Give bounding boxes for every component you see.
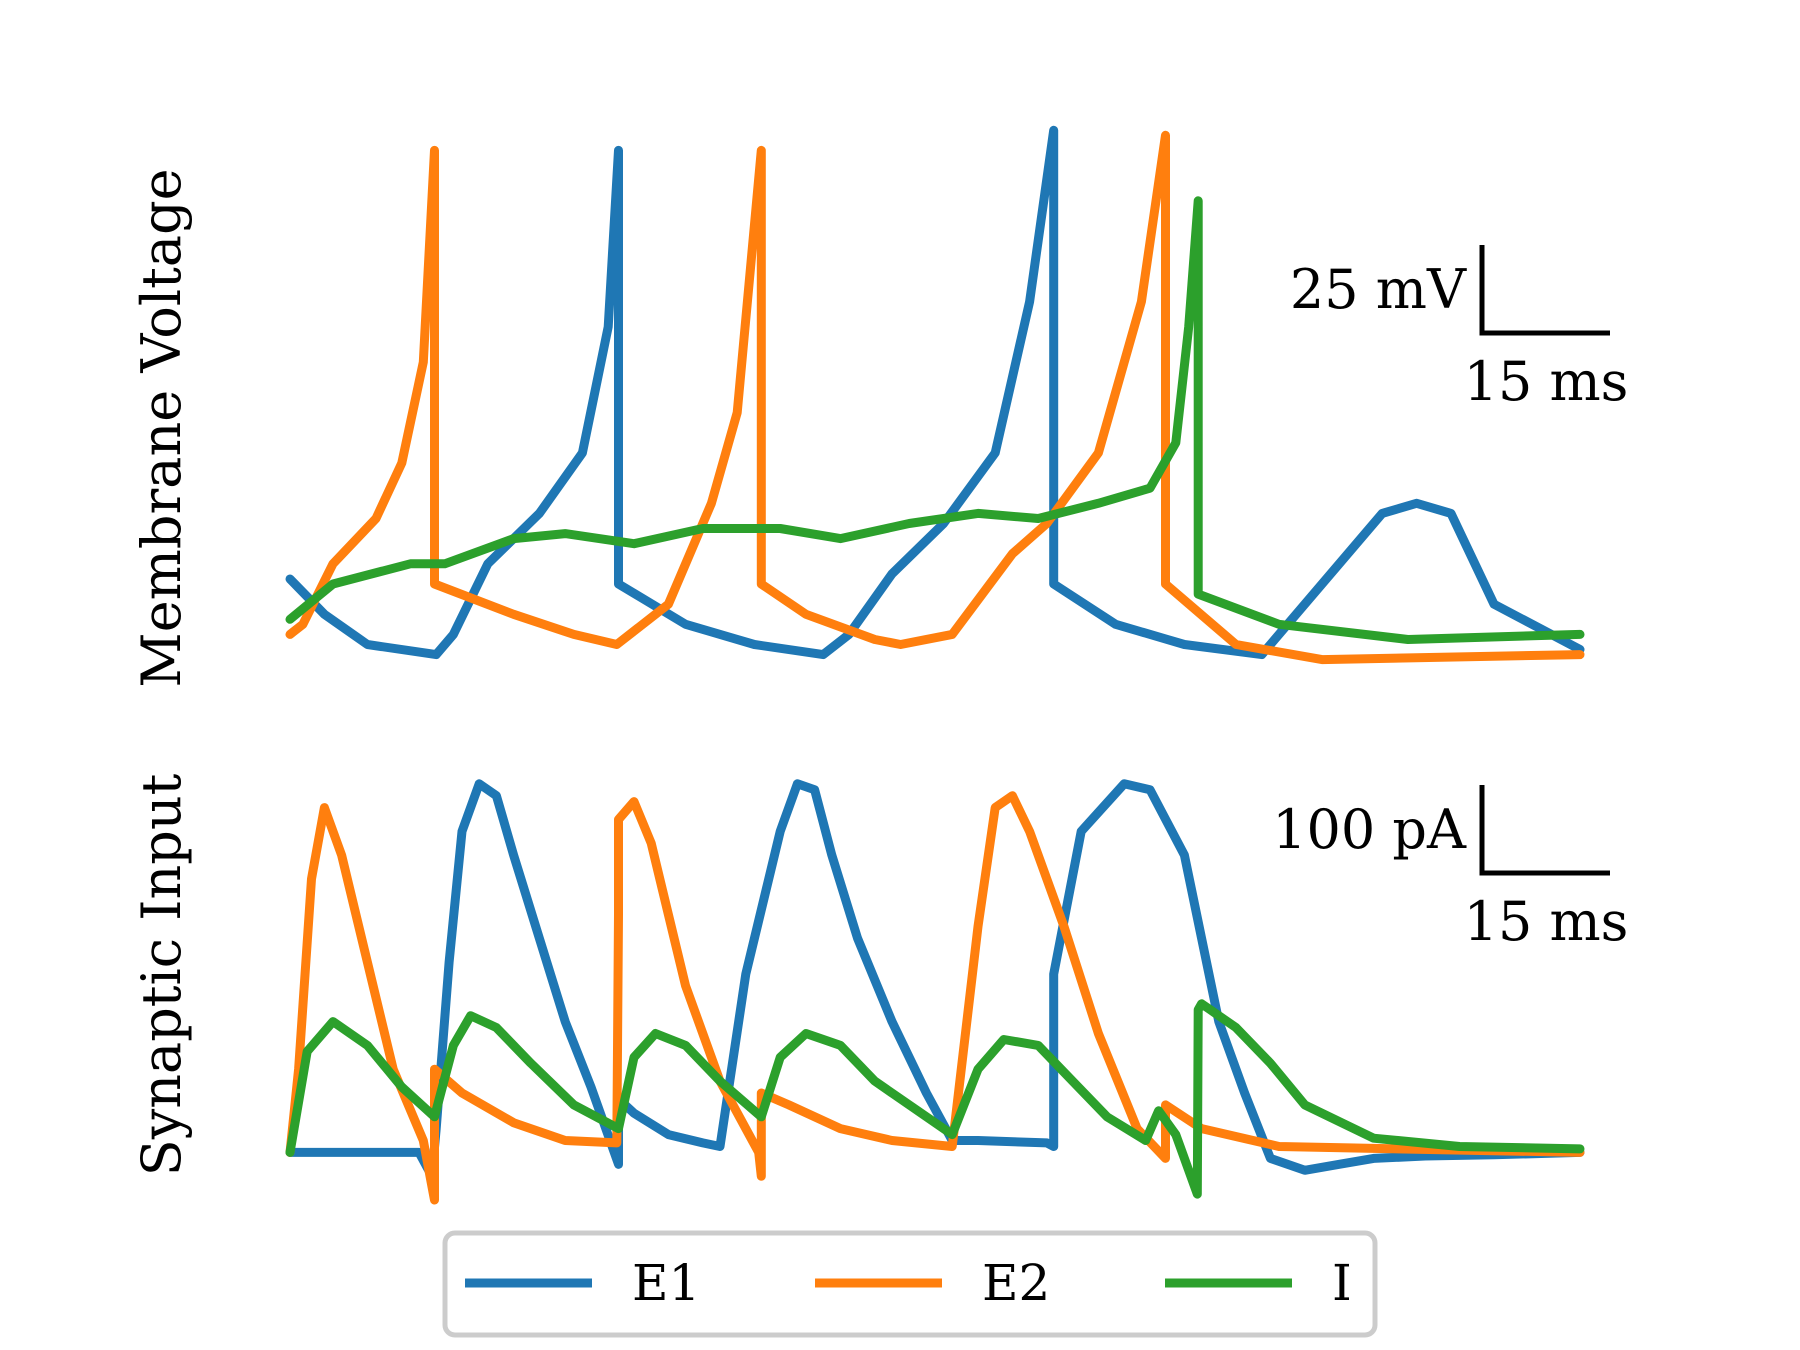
synaptic-input-panel: Synaptic Input 100 pA 15 ms	[130, 773, 1628, 1205]
current-scale-y-label: 100 pA	[1272, 798, 1467, 861]
current-scale-x-label: 15 ms	[1464, 890, 1629, 953]
legend-item-i: I	[1165, 1254, 1352, 1312]
voltage-scale-bar-lines	[1479, 245, 1610, 336]
top-trace-e2	[285, 130, 1585, 665]
membrane-voltage-ylabel: Membrane Voltage	[130, 168, 193, 687]
bottom-trace-i	[285, 999, 1585, 1199]
voltage-scale-y-label: 25 mV	[1290, 258, 1467, 321]
membrane-voltage-traces	[285, 125, 1585, 665]
voltage-scale-x-label: 15 ms	[1464, 350, 1629, 413]
synaptic-input-traces	[285, 779, 1585, 1205]
bottom-trace-e2	[285, 791, 1585, 1205]
legend-label-e2: E2	[982, 1254, 1050, 1312]
voltage-scale-bar: 25 mV 15 ms	[1290, 245, 1628, 413]
top-trace-e1	[285, 125, 1585, 660]
legend-item-e2: E2	[815, 1254, 1050, 1312]
current-scale-bar: 100 pA 15 ms	[1272, 785, 1628, 953]
synaptic-input-ylabel: Synaptic Input	[130, 773, 193, 1176]
current-scale-bar-lines	[1479, 785, 1610, 876]
legend: E1 E2 I	[442, 1230, 1378, 1338]
legend-item-e1: E1	[465, 1254, 700, 1312]
legend-label-e1: E1	[632, 1254, 700, 1312]
top-trace-i	[285, 196, 1585, 644]
membrane-voltage-panel: Membrane Voltage 25 mV 15 ms	[130, 125, 1628, 688]
bottom-trace-e1	[285, 779, 1585, 1181]
legend-label-i: I	[1332, 1254, 1352, 1312]
